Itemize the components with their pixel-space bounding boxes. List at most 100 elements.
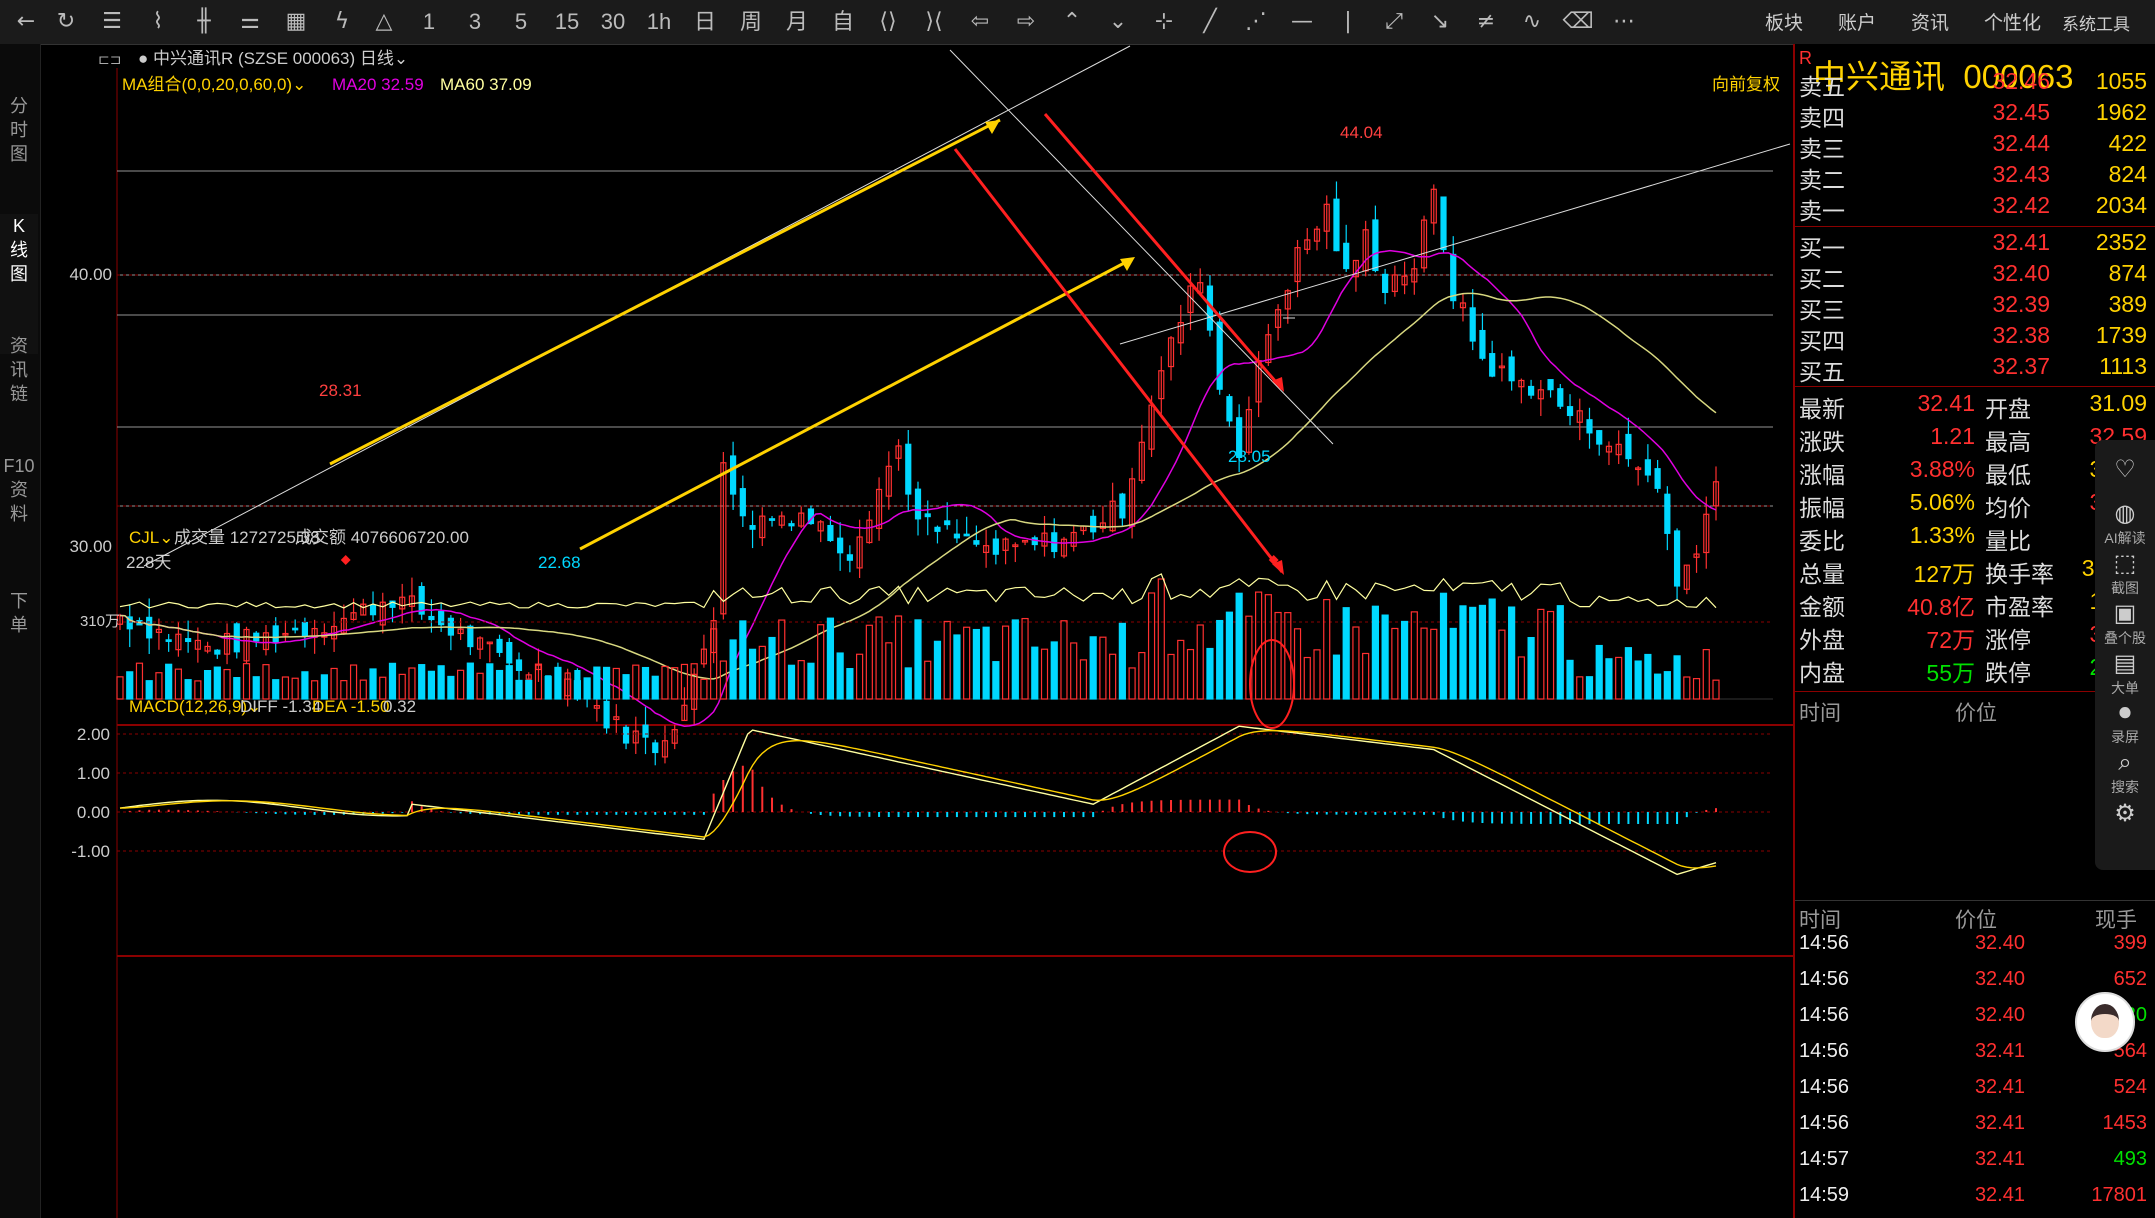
tick-time: 14:57 xyxy=(1799,1148,1850,1170)
more-icon[interactable]: ⋯ xyxy=(1613,9,1635,34)
tick-price: 32.41 xyxy=(1974,1040,2025,1062)
assistant-avatar[interactable] xyxy=(2075,992,2135,1052)
period-custom[interactable]: 自 xyxy=(831,9,854,34)
menu-system-tools[interactable]: 系统工具 xyxy=(2062,10,2130,35)
tab-kline[interactable]: K 线 图 xyxy=(0,214,38,354)
period-1h[interactable]: 1h xyxy=(646,9,672,34)
candle-icon[interactable]: ╫ xyxy=(197,9,211,34)
tab-time-chart[interactable]: 分 时 图 xyxy=(0,94,38,224)
ask-label: 卖五 xyxy=(1799,74,1845,100)
refresh-icon[interactable]: ↻ xyxy=(56,9,76,34)
wave-icon[interactable]: ∿ xyxy=(1522,9,1542,34)
big-order-icon[interactable]: ▤ 大单 xyxy=(2095,649,2155,698)
line-tool-icon[interactable]: ╱ xyxy=(1203,9,1217,34)
ask-row[interactable]: 卖五 32.46 1055 xyxy=(1795,68,2155,100)
ray-icon[interactable]: ⤢ xyxy=(1385,9,1403,34)
candle-body xyxy=(1158,370,1165,400)
ask-volume: 1962 xyxy=(2095,99,2147,125)
period-week[interactable]: 周 xyxy=(739,9,762,34)
ask-row[interactable]: 卖一 32.42 2034 xyxy=(1795,192,2155,224)
dash-line-icon[interactable]: ⋰ xyxy=(1245,9,1267,34)
record-icon[interactable]: ⏺ 录屏 xyxy=(2095,699,2155,747)
tick-row: 14:56 32.41 524 xyxy=(1795,1076,2155,1107)
bid-row[interactable]: 买五 32.37 1113 xyxy=(1795,353,2155,385)
period-day[interactable]: 日 xyxy=(693,9,716,34)
period-month[interactable]: 月 xyxy=(785,9,808,34)
bid-row[interactable]: 买二 32.40 874 xyxy=(1795,260,2155,292)
volume-bar xyxy=(427,670,436,700)
macd-axis-label: 0.00 xyxy=(77,803,110,822)
bid-row[interactable]: 买三 32.39 389 xyxy=(1795,291,2155,323)
volume-bar xyxy=(349,664,358,700)
zoom-in-icon[interactable]: ⟩⟨ xyxy=(925,9,943,34)
line-chart-icon[interactable]: ⌇ xyxy=(152,9,164,34)
tab-news-chain[interactable]: 资 讯 链 xyxy=(0,334,38,464)
ask-volume: 2034 xyxy=(2095,192,2147,218)
grid-icon[interactable]: ▦ xyxy=(285,9,307,34)
kline-chart[interactable]: 40.00 30.00 ⊏⊐ ● 中兴通讯R (SZSE 000063) 日线⌄ MA组… xyxy=(40,44,1793,1218)
trendline-thin xyxy=(1119,143,1791,345)
price-axis-label: 40.00 xyxy=(69,265,112,284)
period-30[interactable]: 30 xyxy=(600,9,626,34)
bid-row[interactable]: 买一 32.41 2352 xyxy=(1795,229,2155,261)
bell-icon[interactable]: △ xyxy=(375,9,393,34)
arrow-up-icon[interactable]: ⌃ xyxy=(1062,9,1082,34)
overlay-icon[interactable]: ▣ 叠个股 xyxy=(2095,599,2155,648)
arrow-right-icon[interactable]: ⇨ xyxy=(1016,9,1036,34)
search-icon[interactable]: ⌕ 搜索 xyxy=(2095,749,2155,797)
ask-row[interactable]: 卖四 32.45 1962 xyxy=(1795,99,2155,131)
candle-body xyxy=(155,628,163,633)
zoom-out-icon[interactable]: ⟨⟩ xyxy=(879,9,897,34)
tick-row: 14:56 32.40 30 xyxy=(1795,1004,2155,1035)
tick-price: 32.41 xyxy=(1974,1076,2025,1098)
fan-icon[interactable]: ⚌ xyxy=(240,9,260,34)
screenshot-icon[interactable]: ⬚ 截图 xyxy=(2095,549,2155,598)
period-15[interactable]: 15 xyxy=(554,9,580,34)
volume-bar xyxy=(1216,619,1224,700)
stat-value: 3.88% xyxy=(1909,456,1975,482)
volume-bar xyxy=(1323,598,1331,700)
heart-icon[interactable]: ♡ xyxy=(2114,456,2136,483)
settings-icon[interactable]: ⚙ xyxy=(2114,800,2136,827)
volume-bar xyxy=(1459,605,1467,700)
menu-personalize[interactable]: 个性化 xyxy=(1984,13,2042,34)
back-icon[interactable]: ← xyxy=(16,9,36,34)
ask-row[interactable]: 卖二 32.43 824 xyxy=(1795,161,2155,193)
ai-icon[interactable]: ◍ AI解读 xyxy=(2095,499,2155,548)
tab-f10[interactable]: F10 资 料 xyxy=(0,454,38,584)
menu-sector[interactable]: 板块 xyxy=(1765,13,1804,34)
volume-bar xyxy=(1313,649,1321,700)
crosshair-icon[interactable]: ⊹ xyxy=(1154,9,1174,34)
bid-row[interactable]: 买四 32.38 1739 xyxy=(1795,322,2155,354)
vline-icon[interactable]: | xyxy=(1344,9,1352,34)
ask-row[interactable]: 卖三 32.44 422 xyxy=(1795,130,2155,162)
vol-axis-label: 310万 xyxy=(80,613,120,630)
candle-body xyxy=(1703,513,1710,554)
stat-label: 开盘 xyxy=(1985,396,2031,422)
volume-bar xyxy=(311,680,319,700)
period-1[interactable]: 1 xyxy=(422,9,436,34)
menu-news[interactable]: 资讯 xyxy=(1911,13,1950,34)
arrow-down-icon[interactable]: ⌄ xyxy=(1108,9,1128,34)
hline-icon[interactable]: — xyxy=(1291,9,1313,34)
list-icon[interactable]: ☰ xyxy=(102,9,122,34)
parallel-icon[interactable]: ≠ xyxy=(1476,9,1496,34)
eraser-icon[interactable]: ⌫ xyxy=(1562,9,1594,34)
arrow-tool-icon[interactable]: ↘ xyxy=(1430,9,1450,34)
period-5[interactable]: 5 xyxy=(514,9,528,34)
candle-body xyxy=(953,533,961,539)
tick-row: 14:56 32.40 652 xyxy=(1795,968,2155,999)
volume-bar xyxy=(1410,611,1418,700)
tab-order[interactable]: 下 单 xyxy=(0,589,38,689)
arrow-left-icon[interactable]: ⇦ xyxy=(970,9,990,34)
period-3[interactable]: 3 xyxy=(468,9,482,34)
bid-volume: 1739 xyxy=(2095,322,2147,348)
volume-bar xyxy=(281,676,290,700)
volume-bar xyxy=(272,679,280,700)
stat-label: 最新 xyxy=(1799,396,1845,422)
volume-bar xyxy=(1031,646,1039,700)
tab-label: F10 资 料 xyxy=(3,456,35,524)
candle-body xyxy=(1664,493,1671,534)
lightning-icon[interactable]: ϟ xyxy=(334,9,350,34)
menu-account[interactable]: 账户 xyxy=(1838,13,1877,34)
